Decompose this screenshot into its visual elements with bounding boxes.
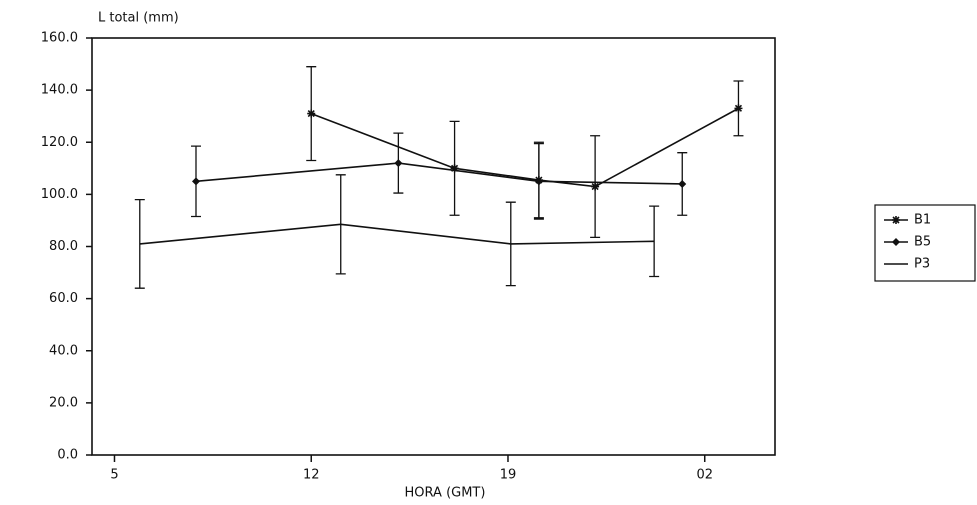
point-marker xyxy=(734,104,743,113)
point-marker xyxy=(678,179,687,188)
error-bar xyxy=(134,198,145,289)
legend-marker xyxy=(892,238,900,246)
series-line xyxy=(195,162,683,185)
error-bar xyxy=(505,201,516,287)
point-marker xyxy=(307,109,316,118)
x-tick-label: 02 xyxy=(696,468,713,483)
y-tick-label: 80.0 xyxy=(49,239,78,254)
x-tick-label: 19 xyxy=(500,468,517,483)
series-line xyxy=(310,107,739,188)
point-marker xyxy=(394,159,403,168)
x-tick-label: 12 xyxy=(303,468,320,483)
series-line xyxy=(139,223,655,245)
chart-title: L total (mm) xyxy=(98,11,179,26)
y-tick-label: 0.0 xyxy=(57,448,78,463)
point-marker xyxy=(450,164,459,173)
legend-label: B1 xyxy=(914,213,931,228)
legend-label: P3 xyxy=(914,257,930,272)
legend-label: B5 xyxy=(914,235,931,250)
legend-marker xyxy=(892,216,900,224)
y-tick-label: 160.0 xyxy=(41,31,78,46)
y-tick-label: 40.0 xyxy=(49,343,78,358)
error-bar xyxy=(649,205,660,278)
point-marker xyxy=(191,177,200,186)
point-marker xyxy=(534,177,543,186)
point-marker xyxy=(591,182,600,191)
plot-frame xyxy=(91,37,776,456)
y-tick-label: 100.0 xyxy=(41,187,78,202)
y-tick-label: 120.0 xyxy=(41,135,78,150)
x-tick-label: 5 xyxy=(110,468,118,483)
y-tick-label: 60.0 xyxy=(49,291,78,306)
legend-box xyxy=(874,204,976,282)
error-bar xyxy=(335,174,346,275)
y-tick-label: 20.0 xyxy=(49,395,78,410)
y-tick-label: 140.0 xyxy=(41,83,78,98)
x-axis-label: HORA (GMT) xyxy=(405,486,486,501)
